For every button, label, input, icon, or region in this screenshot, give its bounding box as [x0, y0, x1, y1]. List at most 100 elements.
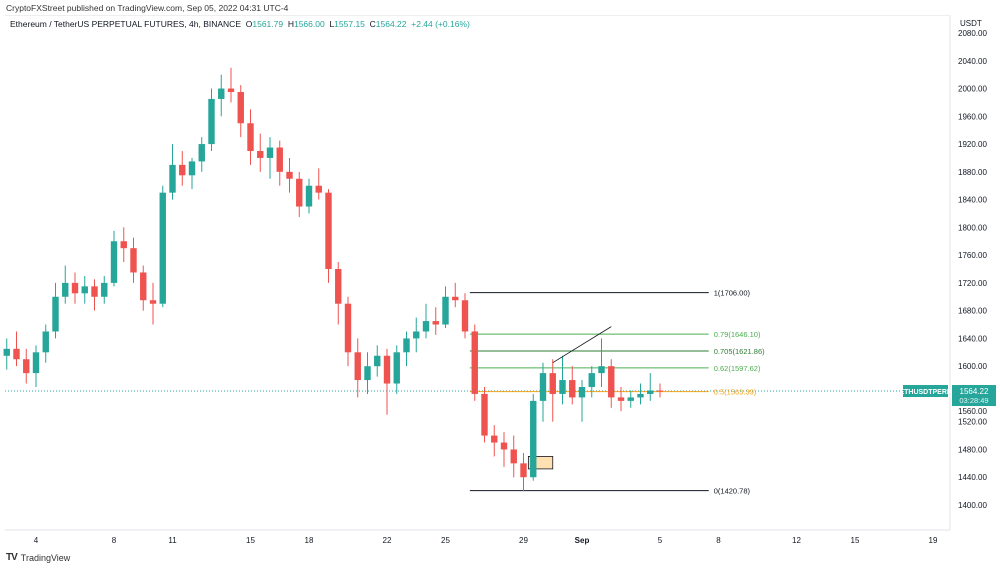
candle-body: [198, 144, 205, 162]
price-tick-label: 1680.00: [958, 307, 987, 316]
candle-body: [13, 348, 20, 360]
candle: [364, 352, 371, 394]
price-tick-label: 2000.00: [958, 85, 987, 94]
candle: [491, 425, 498, 457]
candle-body: [140, 272, 147, 301]
candle-body: [383, 355, 391, 384]
candle: [286, 157, 293, 193]
candle-body: [549, 373, 556, 394]
candle-body: [286, 171, 293, 179]
candle-body: [617, 397, 625, 401]
candle-body: [3, 348, 10, 356]
candle-body: [32, 352, 40, 374]
candle: [52, 282, 59, 339]
candle-body: [110, 241, 118, 283]
candle-body: [471, 331, 478, 394]
tradingview-logo[interactable]: TV TradingView: [6, 552, 70, 563]
candle-body: [364, 366, 371, 381]
close-label: C: [369, 19, 376, 29]
candle-body: [500, 442, 508, 450]
candle-body: [530, 400, 537, 478]
candle: [42, 324, 49, 363]
candle-body: [491, 435, 498, 443]
publisher-line: CryptoFXStreet published on TradingView.…: [6, 3, 289, 13]
candle: [71, 272, 79, 304]
candle: [656, 383, 664, 398]
candle-body: [422, 321, 430, 332]
price-tick-label: 1960.00: [958, 112, 987, 121]
fib-level-label: 0(1420.78): [714, 487, 751, 496]
last-price-tag: [952, 385, 996, 407]
price-tick-label: 1800.00: [958, 223, 987, 232]
candle-body: [71, 282, 79, 294]
candle: [296, 171, 303, 217]
candle: [559, 355, 566, 405]
price-tick-label: 1600.00: [958, 362, 987, 371]
open-label: O: [245, 19, 253, 29]
candle-body: [247, 123, 254, 152]
candle-body: [276, 147, 283, 172]
candle-body: [296, 178, 303, 207]
price-tick-label: 1400.00: [958, 501, 987, 510]
time-tick-label: 15: [246, 536, 255, 545]
candle: [169, 144, 176, 200]
candle-body: [354, 352, 361, 381]
candle-body: [520, 463, 527, 478]
time-tick-label: 15: [851, 536, 860, 545]
candle: [149, 282, 157, 325]
candle: [188, 157, 196, 190]
price-tick-label: 1440.00: [958, 473, 987, 482]
candle: [374, 345, 381, 377]
time-tick-label: 12: [792, 536, 801, 545]
candle: [569, 366, 576, 405]
candle-body: [627, 397, 634, 401]
candle: [598, 338, 605, 388]
candle-body: [403, 338, 410, 353]
candle: [627, 390, 634, 408]
price-tick-label: 1880.00: [958, 168, 987, 177]
last-price-value: 1564.22: [960, 387, 989, 396]
candle-body: [393, 352, 400, 384]
time-tick-label: 29: [519, 536, 528, 545]
candle-body: [432, 321, 439, 325]
candle: [208, 88, 215, 152]
candle: [237, 85, 244, 138]
candle-body: [461, 300, 469, 332]
candle: [500, 432, 508, 467]
candle: [120, 227, 127, 263]
candle: [315, 168, 322, 200]
time-tick-label: 19: [929, 536, 938, 545]
time-tick-label: 4: [34, 536, 39, 545]
candle-body: [52, 296, 59, 332]
candle: [227, 67, 235, 103]
price-tick-label: 2040.00: [958, 57, 987, 66]
candle-body: [120, 241, 127, 249]
candle: [32, 345, 40, 388]
candle-body: [159, 192, 166, 304]
candle-body: [81, 286, 88, 294]
candle-body: [257, 151, 264, 158]
change-value: +2.44 (+0.16%): [411, 19, 470, 29]
candle: [608, 359, 615, 408]
symbol-price-tag-label: ETHUSDTPERP: [899, 389, 951, 396]
candle: [383, 348, 391, 415]
candle: [471, 324, 478, 401]
candle: [647, 373, 654, 401]
candle-body: [335, 269, 342, 304]
candle-body: [413, 331, 420, 339]
candle-body: [169, 164, 176, 193]
candle: [3, 338, 10, 370]
candle-body: [188, 161, 196, 176]
candle: [393, 345, 400, 394]
price-tick-label: 1840.00: [958, 196, 987, 205]
time-tick-label: 11: [168, 536, 177, 545]
candle: [130, 237, 137, 283]
price-tick-label: 1920.00: [958, 140, 987, 149]
candle: [530, 393, 537, 481]
candle-body: [481, 393, 488, 436]
candle-body: [510, 449, 517, 464]
fib-level-label: 0.62(1597.62): [714, 364, 761, 373]
candle-body: [23, 359, 30, 374]
high-value: 1566.00: [293, 19, 325, 29]
